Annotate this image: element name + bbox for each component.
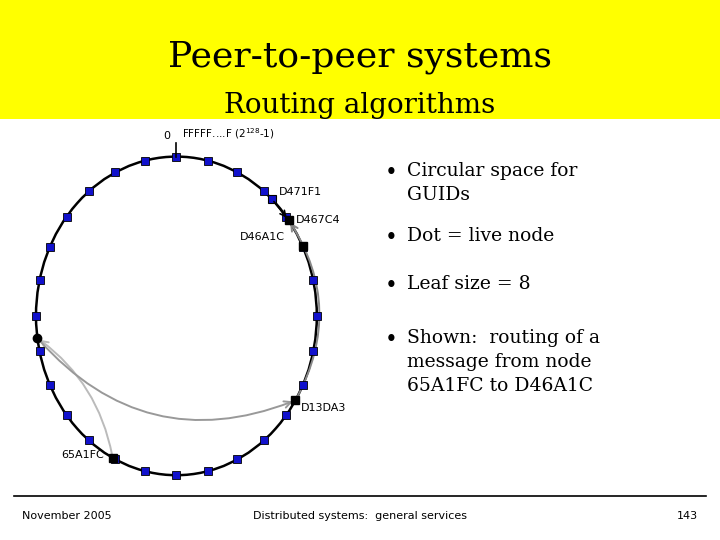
Text: November 2005: November 2005: [22, 511, 111, 521]
Text: D46A1C: D46A1C: [240, 232, 284, 242]
Text: FFFFF....F ($2^{128}$-1): FFFFF....F ($2^{128}$-1): [182, 127, 275, 141]
Text: Routing algorithms: Routing algorithms: [225, 92, 495, 119]
Text: Leaf size = 8: Leaf size = 8: [407, 275, 531, 293]
Text: D13DA3: D13DA3: [301, 403, 346, 413]
Text: •: •: [385, 227, 398, 249]
Text: •: •: [385, 275, 398, 298]
Text: Dot = live node: Dot = live node: [407, 227, 554, 245]
Text: 65A1FC: 65A1FC: [61, 450, 104, 460]
Text: 0: 0: [163, 131, 171, 141]
Text: 143: 143: [678, 511, 698, 521]
Text: •: •: [385, 162, 398, 184]
Text: D467C4: D467C4: [296, 215, 341, 225]
Text: Shown:  routing of a
message from node
65A1FC to D46A1C: Shown: routing of a message from node 65…: [407, 329, 600, 395]
Bar: [0, 0, 720, 119]
Text: Peer-to-peer systems: Peer-to-peer systems: [168, 40, 552, 73]
Text: Circular space for
GUIDs: Circular space for GUIDs: [407, 162, 577, 204]
Text: Distributed systems:  general services: Distributed systems: general services: [253, 511, 467, 521]
Text: D471F1: D471F1: [279, 187, 323, 197]
Text: •: •: [385, 329, 398, 352]
